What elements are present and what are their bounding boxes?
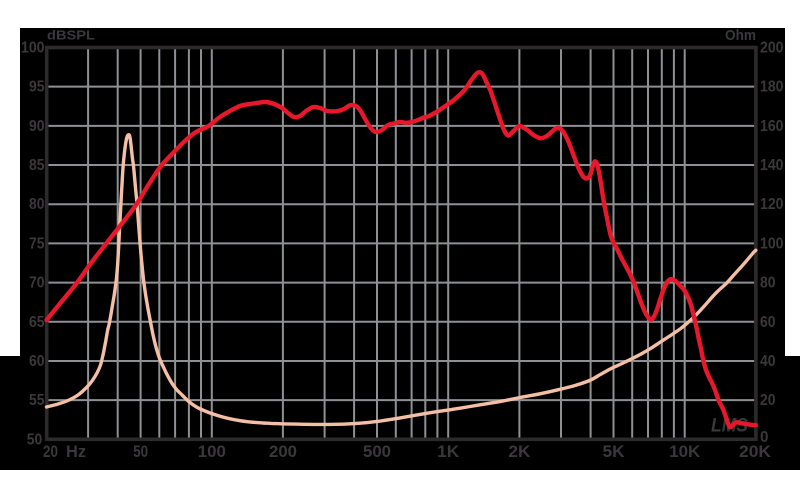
svg-text:200: 200	[269, 443, 297, 461]
svg-text:60: 60	[29, 353, 45, 370]
svg-text:20K: 20K	[739, 443, 771, 461]
svg-text:1K: 1K	[437, 443, 459, 461]
svg-text:0: 0	[760, 429, 769, 446]
svg-text:5K: 5K	[603, 443, 625, 461]
svg-text:50: 50	[27, 431, 43, 448]
svg-text:500: 500	[363, 443, 391, 461]
svg-text:20: 20	[43, 443, 58, 461]
svg-text:Hz: Hz	[66, 443, 86, 461]
svg-text:120: 120	[760, 196, 784, 213]
svg-text:100: 100	[198, 443, 226, 461]
svg-text:40: 40	[760, 353, 776, 370]
svg-text:dBSPL: dBSPL	[47, 28, 95, 43]
svg-text:90: 90	[29, 118, 45, 135]
svg-text:20: 20	[760, 392, 776, 409]
svg-text:Ohm: Ohm	[725, 27, 756, 44]
svg-text:100: 100	[760, 235, 784, 252]
svg-text:75: 75	[29, 235, 45, 252]
svg-text:200: 200	[760, 40, 784, 57]
svg-text:2K: 2K	[508, 443, 530, 461]
svg-text:10K: 10K	[669, 443, 700, 461]
svg-text:85: 85	[29, 157, 45, 174]
svg-text:55: 55	[29, 392, 45, 409]
svg-text:70: 70	[29, 275, 45, 292]
svg-text:50: 50	[133, 443, 148, 461]
svg-text:80: 80	[29, 196, 45, 213]
svg-text:80: 80	[760, 275, 776, 292]
svg-text:95: 95	[29, 79, 45, 96]
svg-text:140: 140	[760, 157, 784, 174]
svg-text:160: 160	[760, 118, 784, 135]
svg-text:100: 100	[21, 40, 45, 57]
svg-text:60: 60	[760, 314, 776, 331]
svg-text:180: 180	[760, 79, 784, 96]
svg-text:65: 65	[29, 314, 45, 331]
